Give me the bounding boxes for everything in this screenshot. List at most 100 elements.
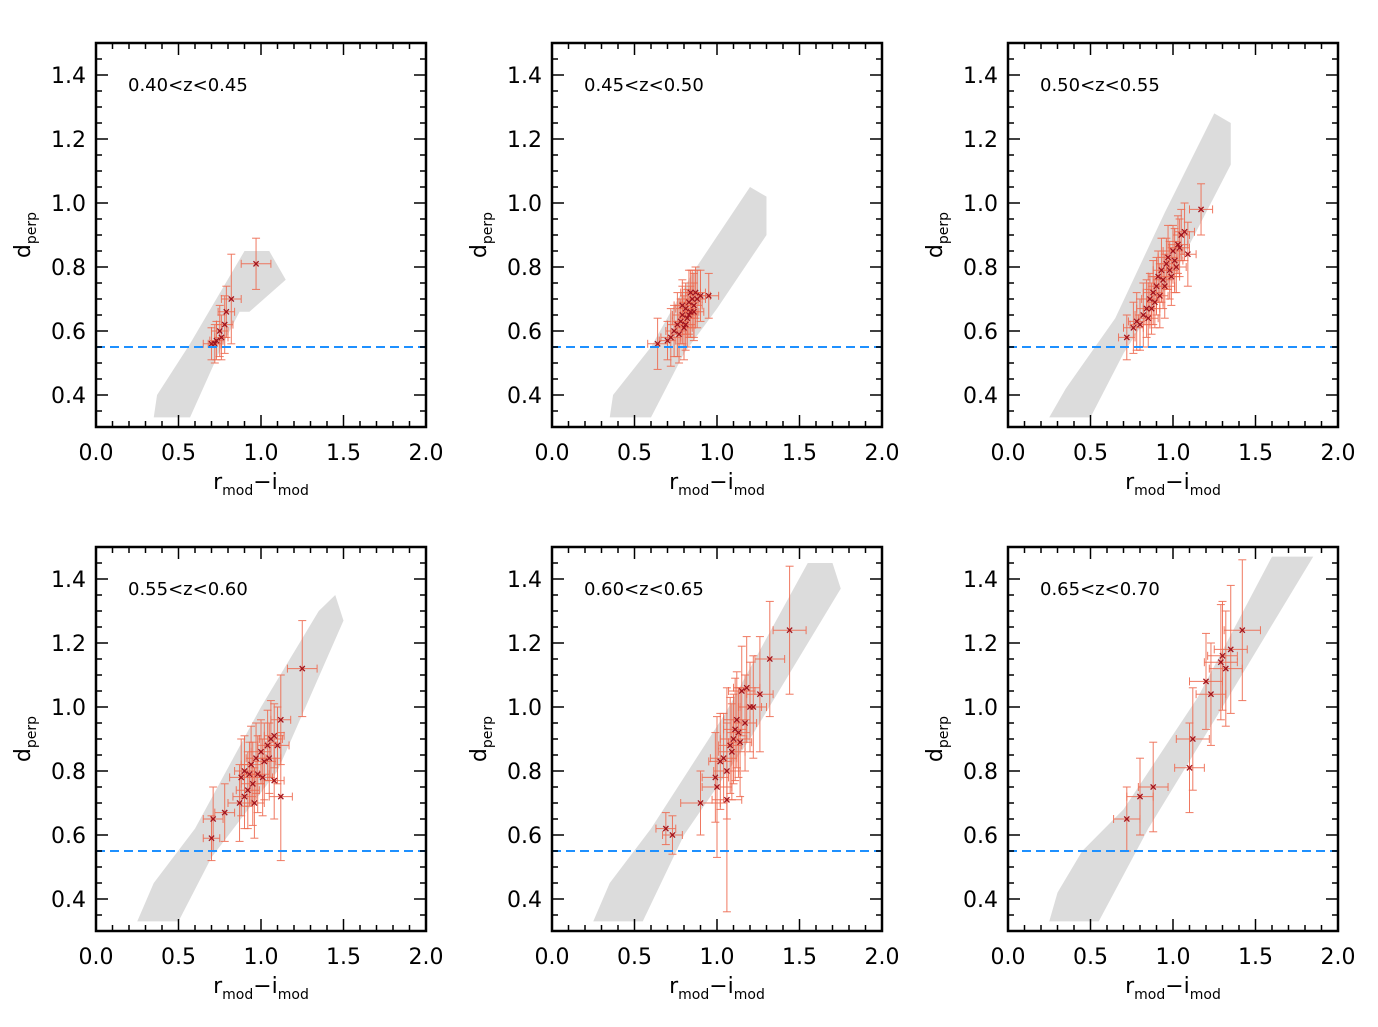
color-band [137,595,344,922]
x-tick-label: 1.0 [1156,441,1191,466]
y-tick-label: 0.8 [963,256,998,281]
x-tick-label: 0.5 [1073,945,1108,970]
data-point [671,327,678,335]
x-tick-label: 0.0 [79,441,114,466]
y-tick-label: 0.4 [507,384,542,409]
data-point [756,691,763,698]
y-axis-label: dperp [923,716,952,762]
data-point [662,825,669,832]
data-point [213,337,220,344]
data-point [723,767,730,775]
x-axis-label-part: r [669,974,679,999]
x-tick-label: 0.5 [617,441,652,466]
y-tick-label: 1.0 [51,696,86,721]
y-axis-label-part: d [11,748,36,762]
y-axis-label-part: d [923,748,948,762]
data-point [254,771,261,778]
y-tick-label: 0.6 [507,320,542,345]
panel-3: 0.0 0.5 1.0 1.5 2.0 0.4 0.6 0.8 1.0 1.2 1.4 0.50<z<… [923,41,1356,499]
y-tick-label: 1.4 [51,568,86,593]
data-point [1169,247,1177,255]
data-point [277,793,284,800]
data-point [1171,257,1178,264]
data-point [1217,659,1224,666]
x-axis-label-part: mod [678,987,709,1003]
x-tick-label: 1.0 [244,945,279,970]
data-point [1156,292,1163,299]
data-point [1174,241,1182,248]
data-point [1151,299,1158,306]
x-axis-label-part: − [1165,974,1183,999]
x-axis-label-part: mod [278,987,309,1003]
data-point [728,748,735,755]
data-point [730,735,737,743]
y-axis-label-part: perp [480,212,496,244]
data-point [1146,295,1153,303]
data-point [246,771,253,778]
x-axis-label: rmod−imod [669,974,765,1003]
y-tick-label: 0.8 [51,256,86,281]
y-tick-label: 0.4 [507,888,542,913]
data-point [1239,627,1246,634]
data-point [251,799,258,807]
data-point [1153,283,1160,290]
x-tick-label: 1.5 [326,945,361,970]
data-point [727,742,734,749]
y-tick-label: 0.4 [51,384,86,409]
data-point [221,321,228,328]
data-point [667,334,674,341]
data-point [687,289,694,296]
data-point [1130,324,1137,331]
y-axis-label: dperp [923,212,952,258]
panel-5: 0.0 0.5 1.0 1.5 2.0 0.4 0.6 0.8 1.0 1.2 1.4 0.60<z<… [467,545,900,1003]
data-point [720,755,727,762]
data-point [299,665,306,672]
x-tick-label: 0.0 [535,945,570,970]
x-axis-label-part: − [709,974,727,999]
data-point [252,260,260,267]
data-point [1123,815,1130,823]
x-tick-label: 2.0 [1321,945,1356,970]
data-point [271,732,278,739]
data-point [685,311,693,319]
data-point [1186,764,1193,771]
x-axis-label: rmod−imod [1125,470,1221,499]
data-point [786,627,793,634]
x-axis-label-part: i [1184,470,1190,495]
x-axis-label-part: r [669,470,679,495]
data-point [266,755,273,762]
x-tick-label: 1.0 [700,441,735,466]
data-point [713,783,721,791]
y-tick-label: 0.8 [507,760,542,785]
y-tick-label: 0.6 [51,824,86,849]
x-axis-label-part: i [272,974,278,999]
x-tick-label: 0.5 [161,945,196,970]
x-axis-label-part: i [1184,974,1190,999]
data-point [750,703,757,711]
y-tick-label: 1.0 [963,696,998,721]
data-point [697,799,704,807]
y-tick-label: 1.2 [51,632,86,657]
data-point [1173,263,1180,271]
y-tick-label: 0.6 [51,320,86,345]
x-axis-label-part: i [728,974,734,999]
data-point [1219,652,1226,659]
data-point [274,742,281,749]
data-point [249,780,256,787]
y-tick-label: 1.2 [963,632,998,657]
x-tick-label: 1.5 [782,945,817,970]
y-tick-label: 1.0 [51,192,86,217]
y-tick-label: 0.8 [51,760,86,785]
y-tick-label: 0.8 [963,760,998,785]
data-point [210,815,217,823]
data-point [1168,273,1175,280]
axes-frame [550,41,884,429]
x-tick-label: 2.0 [1321,441,1356,466]
data-point [1207,691,1215,698]
data-point [208,835,215,842]
y-axis-label-part: d [923,244,948,258]
panel-6: 0.0 0.5 1.0 1.5 2.0 0.4 0.6 0.8 1.0 1.2 1.4 0.65<z<… [923,545,1356,1003]
data-point [1222,665,1229,672]
x-axis-label-part: mod [1190,483,1221,499]
